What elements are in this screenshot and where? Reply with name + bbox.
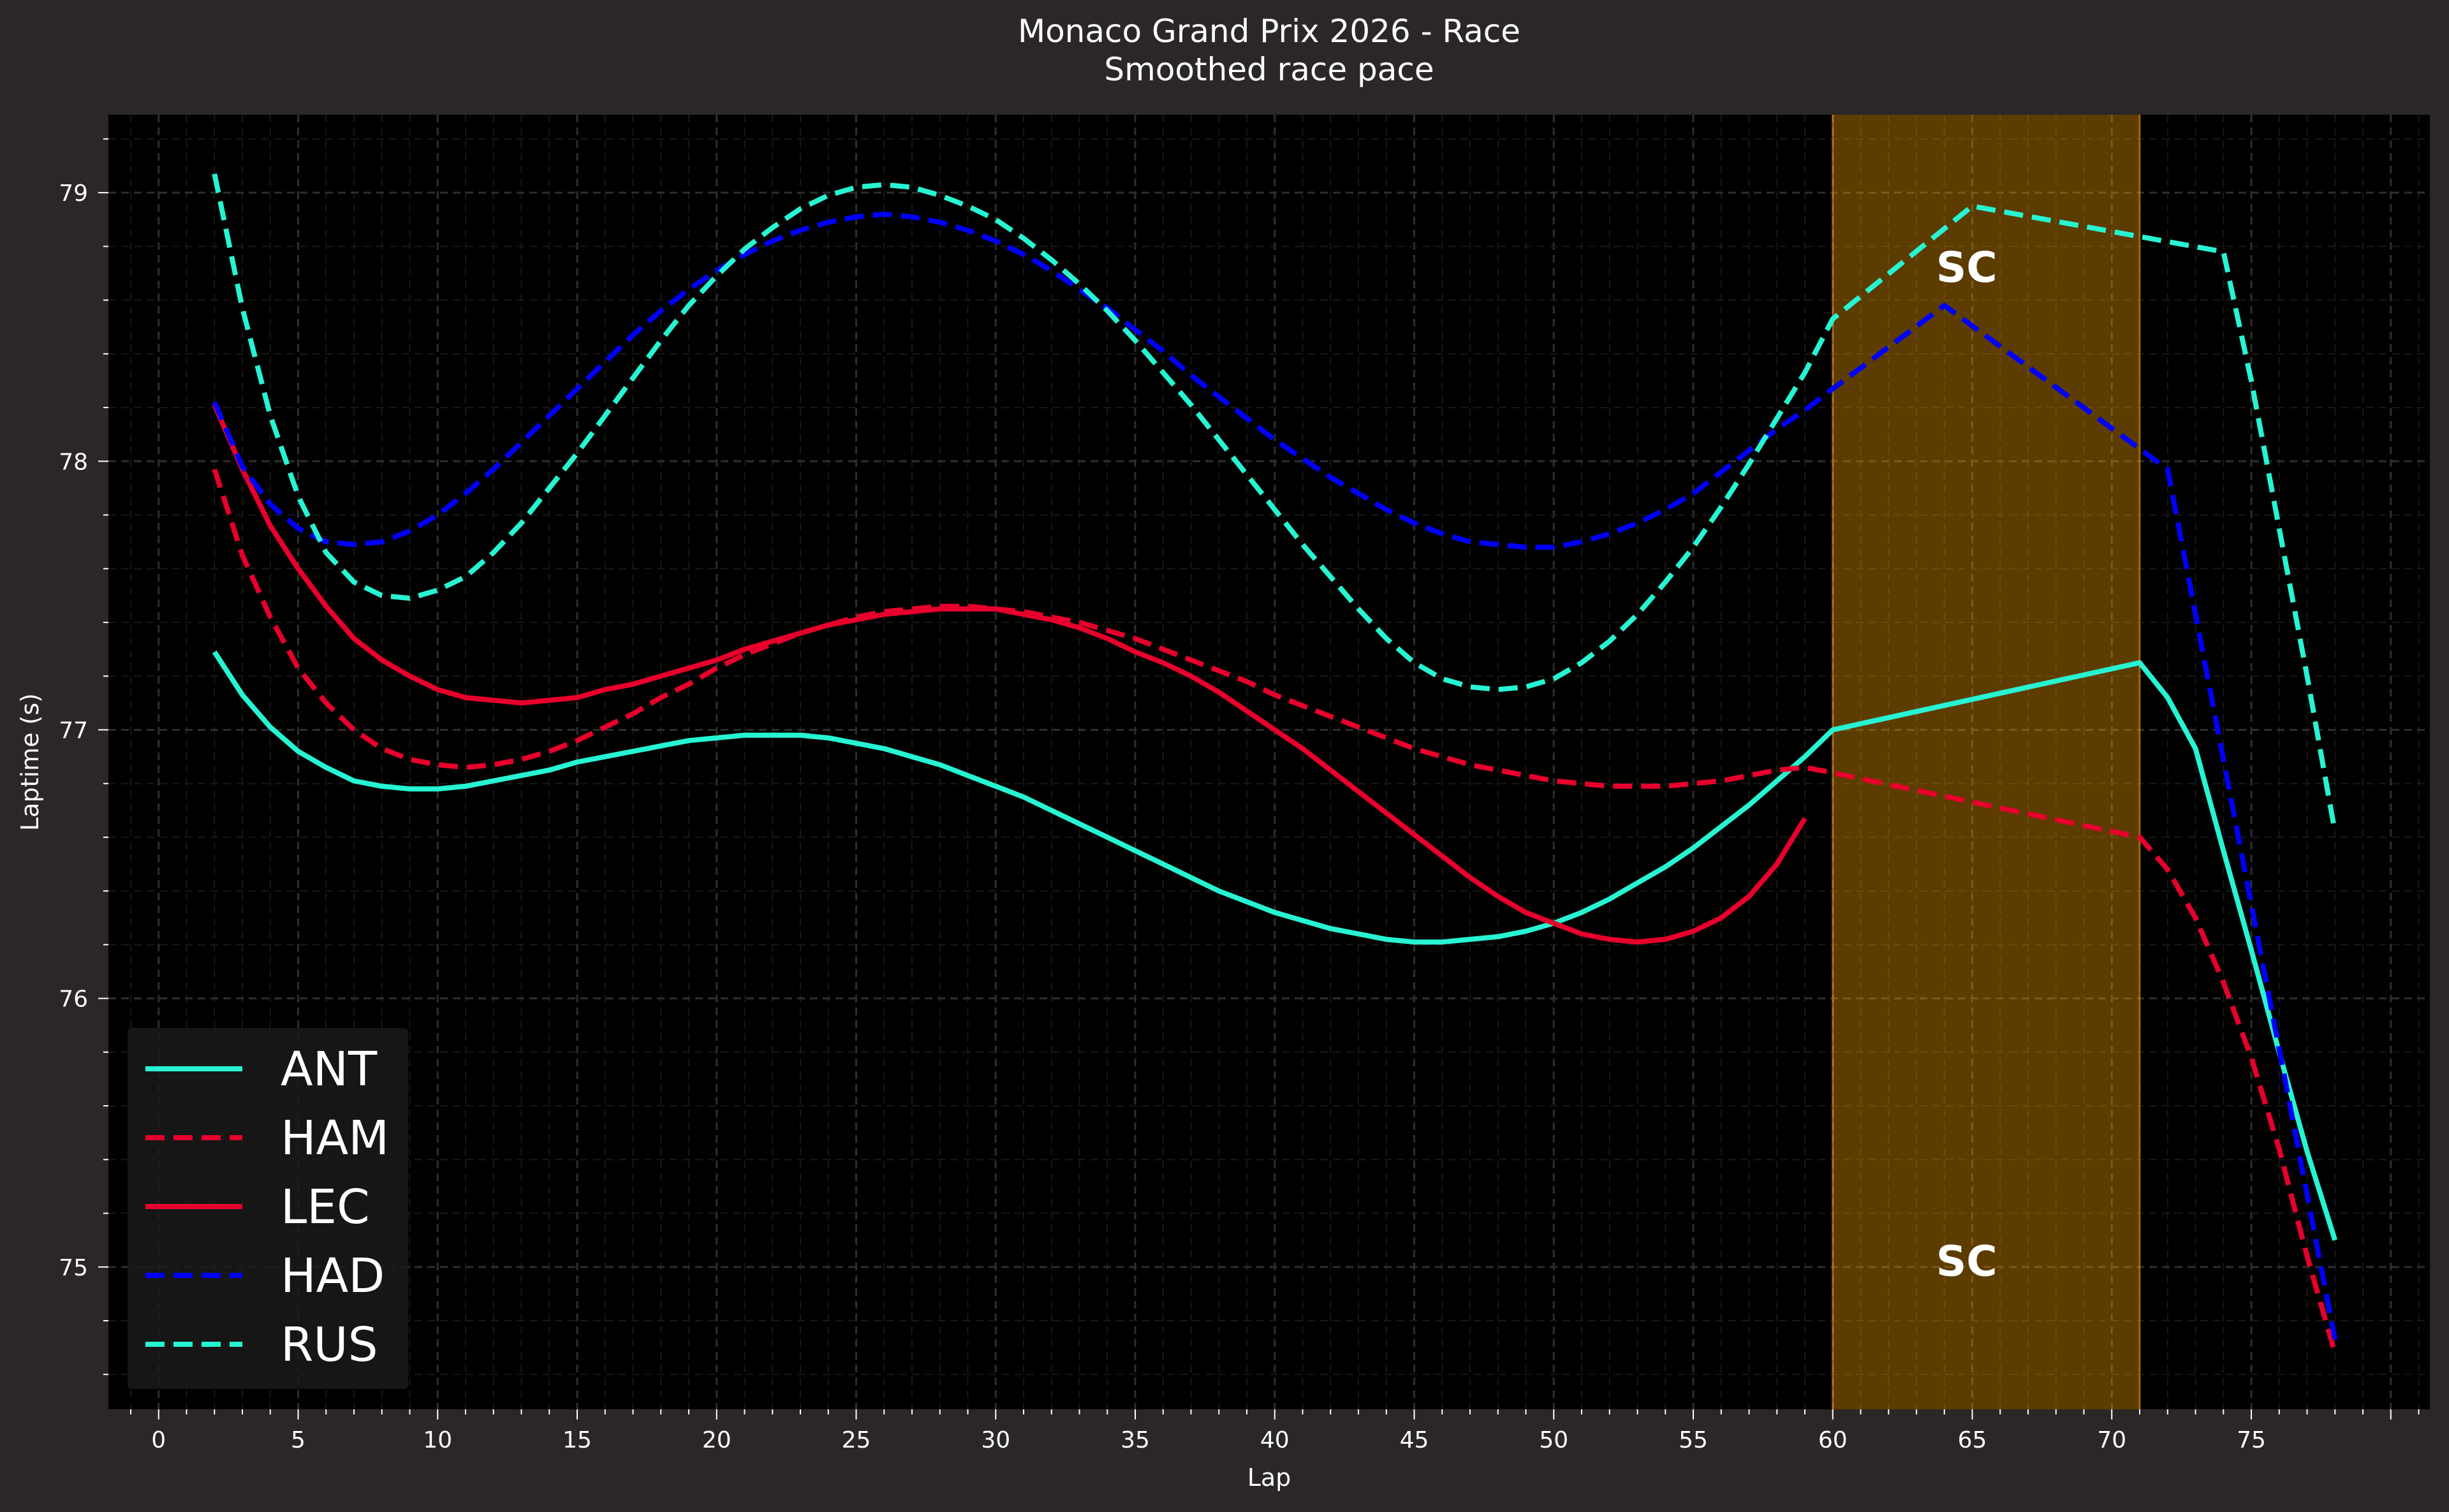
x-tick-label: 70 bbox=[2097, 1427, 2126, 1453]
y-tick-label: 79 bbox=[59, 180, 88, 207]
legend-label-had: HAD bbox=[281, 1249, 385, 1303]
x-tick-label: 35 bbox=[1121, 1427, 1150, 1453]
y-tick-label: 76 bbox=[59, 987, 88, 1013]
safety-car-region bbox=[1832, 115, 2141, 1409]
legend-label-ham: HAM bbox=[281, 1111, 389, 1166]
legend-label-lec: LEC bbox=[281, 1180, 370, 1235]
x-tick-label: 45 bbox=[1400, 1427, 1429, 1453]
legend-label-rus: RUS bbox=[281, 1317, 378, 1372]
x-tick-label: 25 bbox=[842, 1427, 871, 1453]
x-tick-label: 30 bbox=[981, 1427, 1010, 1453]
series-line-rus bbox=[212, 173, 2338, 833]
legend-box bbox=[128, 1028, 408, 1389]
y-tick-label: 77 bbox=[59, 717, 88, 744]
safety-car-labels: SC SC bbox=[1936, 243, 1997, 1286]
series-line-had bbox=[212, 211, 2338, 1340]
x-tick-label: 0 bbox=[151, 1427, 166, 1453]
series-lines bbox=[212, 173, 2338, 1354]
x-tick-label: 55 bbox=[1679, 1427, 1708, 1453]
chart-title: Monaco Grand Prix 2026 - Race bbox=[1018, 13, 1520, 50]
legend-label-ant: ANT bbox=[281, 1042, 378, 1097]
series-line-ham bbox=[212, 468, 2338, 1354]
x-tick-label: 10 bbox=[423, 1427, 452, 1453]
x-tick-label: 65 bbox=[1958, 1427, 1987, 1453]
x-tick-label: 50 bbox=[1539, 1427, 1568, 1453]
y-tick-label: 78 bbox=[59, 449, 88, 475]
chart-subtitle: Smoothed race pace bbox=[1104, 51, 1434, 88]
legend: ANT HAM LEC HAD RUS bbox=[128, 1028, 408, 1389]
series-line-ant bbox=[212, 650, 2338, 1241]
grid bbox=[108, 115, 2430, 1409]
safety-car-band bbox=[1832, 115, 2140, 1409]
y-axis-label: Laptime (s) bbox=[16, 693, 44, 831]
series-line-lec bbox=[212, 404, 1807, 945]
x-tick-label: 40 bbox=[1260, 1427, 1290, 1453]
x-tick-label: 5 bbox=[291, 1427, 305, 1453]
y-tick-label: 75 bbox=[59, 1255, 88, 1281]
axes: 0 5 10 15 20 25 30 35 40 45 50 55 60 65 70 75 75 76 77 78 79 bbox=[59, 138, 2420, 1453]
safety-car-label-2: SC bbox=[1936, 1237, 1997, 1286]
x-axis-label: Lap bbox=[1247, 1464, 1291, 1492]
x-tick-label: 60 bbox=[1818, 1427, 1848, 1453]
x-tick-label: 75 bbox=[2237, 1427, 2266, 1453]
safety-car-label-1: SC bbox=[1936, 243, 1997, 292]
x-tick-label: 20 bbox=[702, 1427, 732, 1453]
x-tick-label: 15 bbox=[563, 1427, 592, 1453]
